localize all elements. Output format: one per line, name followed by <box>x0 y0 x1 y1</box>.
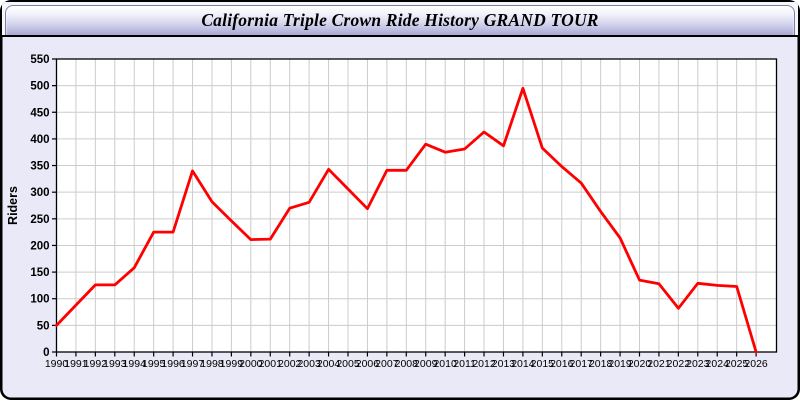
y-axis-tick-label: 200 <box>30 240 49 252</box>
y-axis-tick-label: 400 <box>30 134 49 146</box>
x-axis-tick-label: 2019 <box>608 358 632 370</box>
x-axis-tick-label: 1993 <box>103 358 127 370</box>
x-axis-tick-label: 2009 <box>414 358 438 370</box>
x-axis-tick-label: 2020 <box>628 358 652 370</box>
x-axis-tick-label: 2021 <box>647 358 671 370</box>
x-axis-tick-label: 2006 <box>356 358 380 370</box>
x-axis-tick-label: 1997 <box>181 358 205 370</box>
x-axis-tick-label: 1996 <box>161 358 185 370</box>
x-axis-tick-label: 2013 <box>492 358 516 370</box>
chart-line-riders <box>55 86 758 354</box>
x-axis-tick-label: 2001 <box>259 358 283 370</box>
x-axis-tick-label: 1990 <box>45 358 69 370</box>
x-axis-tick-label: 1998 <box>200 358 224 370</box>
y-axis-tick-label: 450 <box>30 107 49 119</box>
x-axis-tick-label: 2012 <box>472 358 496 370</box>
x-axis-tick-label: 1999 <box>220 358 244 370</box>
x-axis-tick-label: 2003 <box>297 358 321 370</box>
x-axis-tick-label: 2017 <box>570 358 594 370</box>
x-axis-tick-label: 2002 <box>278 358 302 370</box>
x-axis-tick-label: 2022 <box>667 358 691 370</box>
x-axis-tick-label: 1992 <box>84 358 108 370</box>
x-axis-tick-label: 2007 <box>375 358 399 370</box>
x-axis-tick-label: 2014 <box>511 358 535 370</box>
x-axis-tick-label: 2018 <box>589 358 613 370</box>
y-axis-title: Riders <box>6 186 20 225</box>
y-axis-tick-label: 0 <box>43 347 49 359</box>
y-axis-tick-label: 250 <box>30 214 49 226</box>
x-axis-tick-label: 2005 <box>336 358 360 370</box>
x-axis-tick-label: 2011 <box>453 358 476 370</box>
x-axis-tick-label: 1994 <box>123 358 147 370</box>
y-axis-tick-label: 550 <box>30 54 49 66</box>
plot-area <box>56 59 777 352</box>
x-axis-tick-label: 2023 <box>686 358 710 370</box>
x-axis-tick-label: 2008 <box>395 358 419 370</box>
y-axis-tick-label: 500 <box>30 81 49 93</box>
x-axis-tick-label: 2016 <box>550 358 574 370</box>
x-axis-tick-label: 2010 <box>433 358 457 370</box>
page-title: California Triple Crown Ride History GRA… <box>201 10 599 30</box>
x-axis-tick-label: 1991 <box>64 358 88 370</box>
y-axis-tick-label: 100 <box>30 294 49 306</box>
x-axis-tick-label: 1995 <box>142 358 166 370</box>
axis-frame <box>55 58 778 353</box>
x-axis-tick-label: 2025 <box>725 358 749 370</box>
x-axis-tick-label: 2026 <box>744 358 768 370</box>
y-axis-tick-label: 150 <box>30 267 49 279</box>
x-axis-tick-label: 2015 <box>531 358 555 370</box>
y-axis-tick-label: 350 <box>30 161 49 173</box>
window-header-inner: California Triple Crown Ride History GRA… <box>5 5 795 35</box>
x-axis-tick-label: 2004 <box>317 358 341 370</box>
x-axis-tick-label: 2000 <box>239 358 263 370</box>
y-axis-tick-label: 300 <box>30 187 49 199</box>
y-axis-tick-label: 50 <box>37 320 50 332</box>
window-header: California Triple Crown Ride History GRA… <box>2 2 798 37</box>
x-axis-tick-label: 2024 <box>706 358 730 370</box>
